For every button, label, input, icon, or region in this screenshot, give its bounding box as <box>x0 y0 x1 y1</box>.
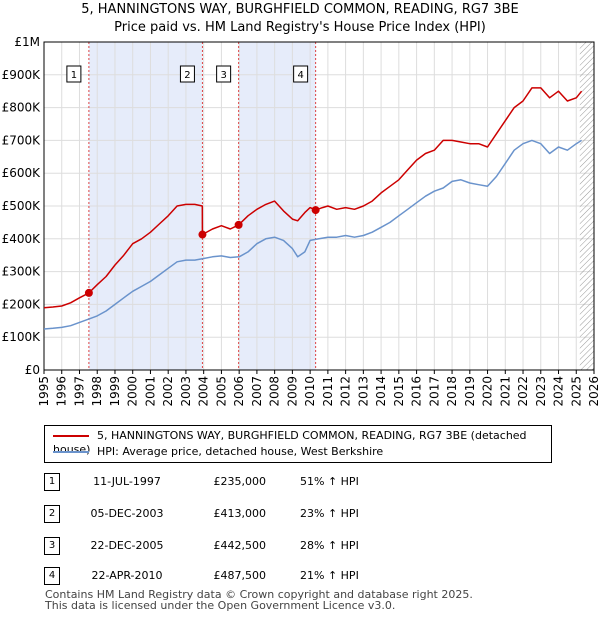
x-tick-label: 2015 <box>392 376 406 407</box>
x-tick-label: 1998 <box>90 376 104 407</box>
x-tick-label: 2012 <box>339 376 353 407</box>
x-tick-label: 1996 <box>55 376 69 407</box>
sale-price: £235,000 <box>213 475 267 488</box>
x-tick-label: 2017 <box>427 376 441 407</box>
x-tick-label: 2014 <box>374 376 388 407</box>
x-tick-label: 2024 <box>552 376 566 407</box>
x-tick-label: 2019 <box>463 376 477 407</box>
x-tick-label: 2026 <box>587 376 600 407</box>
sale-row: 1 11-JUL-1997 £235,000 51% ↑ HPI <box>0 473 600 491</box>
sale-hpi-change: 23% ↑ HPI <box>300 507 359 520</box>
sale-number-badge: 3 <box>44 537 60 555</box>
y-tick-label: £300K <box>2 265 42 279</box>
x-tick-label: 2003 <box>179 376 193 407</box>
sale-number-badge: 2 <box>44 505 60 523</box>
x-tick-label: 1997 <box>72 376 86 407</box>
sale-number-box <box>293 65 309 83</box>
sale-point <box>234 220 243 229</box>
y-tick-label: £800K <box>2 101 42 115</box>
sale-number-box <box>216 65 232 83</box>
sale-date: 22-DEC-2005 <box>90 539 164 552</box>
chart-title-line2: Price paid vs. HM Land Registry's House … <box>114 20 486 35</box>
sale-row: 3 22-DEC-2005 £442,500 28% ↑ HPI <box>0 537 600 555</box>
sale-number-box <box>179 65 195 83</box>
sale-row: 4 22-APR-2010 £487,500 21% ↑ HPI <box>0 567 600 585</box>
forecast-hatch-region <box>579 42 594 370</box>
sale-price: £487,500 <box>213 569 267 582</box>
y-tick-label: £900K <box>2 68 42 82</box>
chart-title-line1: 5, HANNINGTONS WAY, BURGHFIELD COMMON, R… <box>81 2 519 17</box>
sale-hpi-change: 28% ↑ HPI <box>300 539 359 552</box>
x-tick-label: 2002 <box>161 376 175 407</box>
sale-number-badge: 1 <box>44 473 60 491</box>
plot-frame <box>43 41 595 371</box>
x-tick-label: 2005 <box>214 376 228 407</box>
sale-date: 05-DEC-2003 <box>90 507 164 520</box>
x-tick-label: 2000 <box>126 376 140 407</box>
y-tick-label: £700K <box>2 133 42 147</box>
legend-swatch-hpi <box>53 451 89 453</box>
sale-row: 2 05-DEC-2003 £413,000 23% ↑ HPI <box>0 505 600 523</box>
x-tick-label: 2023 <box>534 376 548 407</box>
x-tick-label: 2011 <box>321 376 335 407</box>
x-tick-label: 2018 <box>445 376 459 407</box>
x-tick-label: 2008 <box>268 376 282 407</box>
y-tick-label: £500K <box>2 199 42 213</box>
y-tick-label: £1M <box>14 35 40 49</box>
sale-date: 22-APR-2010 <box>91 569 163 582</box>
chart-legend: 5, HANNINGTONS WAY, BURGHFIELD COMMON, R… <box>44 425 552 463</box>
price-paid-line <box>43 87 583 309</box>
x-tick-label: 2013 <box>356 376 370 407</box>
x-tick-label: 2020 <box>481 376 495 407</box>
price-chart: £0 £100K £200K £300K £400K £500K £600K £700K £80… <box>2 35 600 407</box>
sale-point <box>84 288 93 297</box>
sale-date: 11-JUL-1997 <box>93 475 161 488</box>
sale-price: £442,500 <box>213 539 267 552</box>
footer-line2: This data is licensed under the Open Gov… <box>45 599 396 612</box>
sale-point <box>311 206 320 215</box>
x-tick-label: 2016 <box>410 376 424 407</box>
sale-number-badge: 4 <box>44 567 60 585</box>
sale-hpi-change: 21% ↑ HPI <box>300 569 359 582</box>
y-tick-label: £400K <box>2 232 42 246</box>
x-tick-label: 2006 <box>232 376 246 407</box>
x-tick-label: 2022 <box>516 376 530 407</box>
sale-price: £413,000 <box>213 507 267 520</box>
sale-number-label: 3 <box>220 70 226 81</box>
x-tick-label: 2009 <box>285 376 299 407</box>
legend-label-hpi: HPI: Average price, detached house, West… <box>97 445 384 458</box>
legend-item-price: 5, HANNINGTONS WAY, BURGHFIELD COMMON, R… <box>53 429 551 456</box>
y-tick-label: £600K <box>2 166 42 180</box>
sale-point <box>198 230 207 239</box>
y-tick-label: £0 <box>25 363 40 377</box>
sale-number-box <box>66 65 82 83</box>
sale-number-label: 1 <box>71 70 77 81</box>
sale-number-label: 4 <box>297 70 303 81</box>
legend-swatch-price <box>53 435 89 437</box>
x-tick-label: 2004 <box>197 376 211 407</box>
x-tick-label: 1995 <box>37 376 51 407</box>
y-tick-label: £100K <box>2 330 42 344</box>
x-tick-label: 1999 <box>108 376 122 407</box>
hpi-line <box>43 139 582 330</box>
y-tick-label: £200K <box>2 297 42 311</box>
x-tick-label: 2021 <box>498 376 512 407</box>
x-tick-label: 2007 <box>250 376 264 407</box>
footer-attribution: Contains HM Land Registry data © Crown c… <box>45 589 473 611</box>
x-tick-label: 2025 <box>569 376 583 407</box>
x-tick-label: 2001 <box>143 376 157 407</box>
sale-hpi-change: 51% ↑ HPI <box>300 475 359 488</box>
footer-line1: Contains HM Land Registry data © Crown c… <box>45 588 473 601</box>
x-tick-label: 2010 <box>303 376 317 407</box>
sale-number-label: 2 <box>184 70 190 81</box>
legend-item-hpi: HPI: Average price, detached house, West… <box>53 445 383 459</box>
